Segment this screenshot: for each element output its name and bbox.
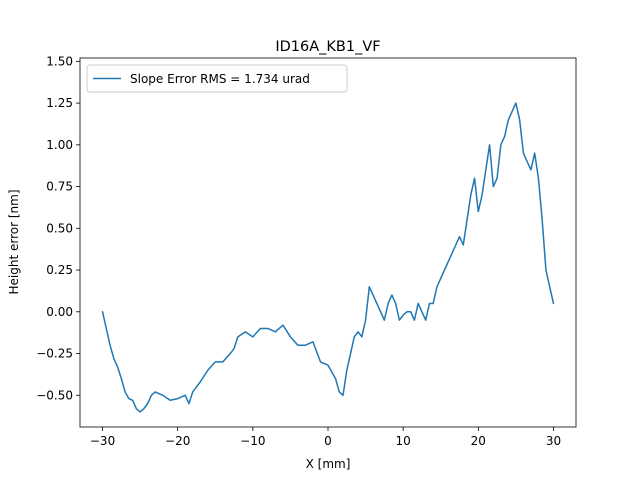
- y-tick-label: 1.25: [46, 96, 73, 110]
- y-tick-label: −0.50: [36, 388, 73, 402]
- x-tick-label: 10: [396, 434, 411, 448]
- legend-box: [86, 64, 348, 93]
- x-tick-label: −20: [165, 434, 190, 448]
- y-tick-label: 0.00: [46, 305, 73, 319]
- series-line: [101, 102, 555, 413]
- y-tick-label: 0.75: [46, 180, 73, 194]
- y-tick-label: 0.25: [46, 263, 73, 277]
- y-axis-label: Height error [nm]: [7, 189, 21, 294]
- plot-area: [79, 57, 577, 428]
- legend: Slope Error RMS = 1.734 urad: [86, 64, 348, 93]
- x-tick-label: −10: [240, 434, 265, 448]
- legend-label: Slope Error RMS = 1.734 urad: [130, 72, 310, 86]
- chart-title: ID16A_KB1_VF: [275, 39, 380, 55]
- y-axis-ticks: −0.50 −0.25 0.00 0.25 0.50 0.75 1.00 1.25 1.50: [36, 54, 80, 402]
- x-tick-label: 0: [324, 434, 332, 448]
- x-axis-label: X [mm]: [306, 457, 351, 471]
- x-tick-label: −30: [90, 434, 115, 448]
- y-tick-label: 1.00: [46, 138, 73, 152]
- y-tick-label: −0.25: [36, 347, 73, 361]
- y-tick-label: 0.50: [46, 221, 73, 235]
- x-tick-label: 30: [546, 434, 561, 448]
- x-axis-ticks: −30 −20 −10 0 10 20 30: [90, 427, 561, 448]
- y-tick-label: 1.50: [46, 54, 73, 68]
- x-tick-label: 20: [471, 434, 486, 448]
- plot-background: [80, 58, 576, 427]
